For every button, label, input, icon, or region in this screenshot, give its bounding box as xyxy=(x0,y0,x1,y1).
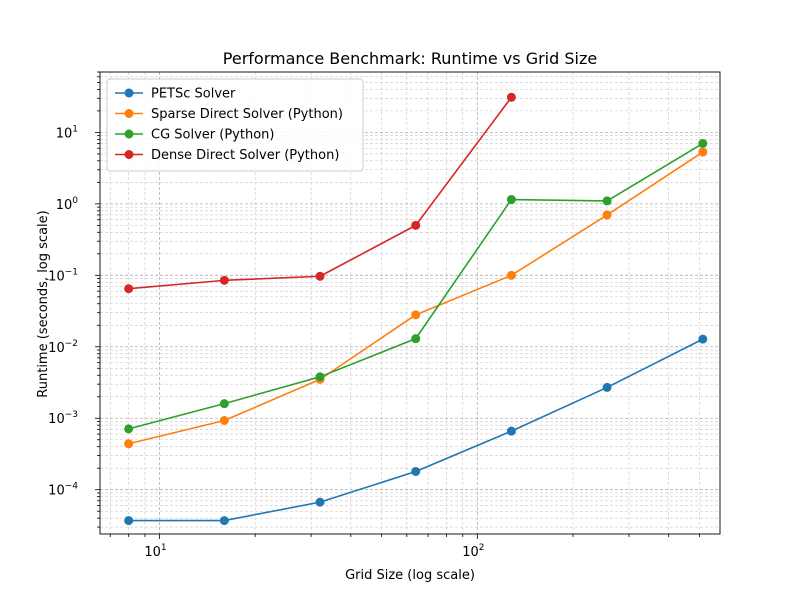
y-axis-label: Runtime (seconds, log scale) xyxy=(36,210,51,397)
plot-frame xyxy=(99,71,721,535)
legend-box xyxy=(106,78,364,172)
series-group xyxy=(124,92,708,526)
data-point xyxy=(219,275,229,285)
data-point xyxy=(411,466,421,476)
legend-marker xyxy=(124,150,134,159)
series-line xyxy=(128,338,704,522)
data-point xyxy=(315,497,325,507)
data-point xyxy=(124,284,134,294)
data-point xyxy=(506,195,516,205)
y-tick-label: 101 xyxy=(56,124,78,141)
data-point xyxy=(411,310,421,320)
y-tick-label: 10−1 xyxy=(48,267,78,284)
data-point xyxy=(602,382,612,392)
data-point xyxy=(506,426,516,436)
data-point xyxy=(124,424,134,434)
data-point xyxy=(124,439,134,449)
data-point xyxy=(698,138,708,148)
data-point xyxy=(124,516,134,526)
legend-label: CG Solver (Python) xyxy=(151,128,274,143)
x-tick-label: 101 xyxy=(144,543,166,560)
data-point xyxy=(698,147,708,157)
data-point xyxy=(219,516,229,526)
x-axis-label: Grid Size (log scale) xyxy=(345,568,475,583)
data-point xyxy=(219,399,229,409)
y-tick-label: 10−2 xyxy=(48,339,78,356)
legend-marker xyxy=(124,129,134,139)
data-point xyxy=(411,334,421,344)
data-point xyxy=(315,372,325,382)
legend-label: PETSc Solver xyxy=(151,87,236,102)
data-point xyxy=(506,270,516,280)
data-point xyxy=(602,196,612,206)
ticks xyxy=(95,71,700,539)
legend: PETSc Solver Sparse Direct Solver (Python… xyxy=(106,78,364,172)
data-point xyxy=(219,415,229,425)
y-tick-label: 100 xyxy=(56,196,79,213)
legend-label: Dense Direct Solver (Python) xyxy=(151,148,339,163)
x-tick-label: 102 xyxy=(462,543,484,560)
data-point xyxy=(698,334,708,344)
legend-marker xyxy=(124,88,134,98)
data-point xyxy=(411,220,421,230)
data-point xyxy=(315,271,325,281)
data-point xyxy=(506,92,516,102)
y-tick-label: 10−4 xyxy=(48,482,78,499)
chart-title: Performance Benchmark: Runtime vs Grid S… xyxy=(223,49,597,68)
legend-label: Sparse Direct Solver (Python) xyxy=(151,107,343,122)
legend-marker xyxy=(124,109,134,118)
data-point xyxy=(602,210,612,220)
y-tick-label: 10−3 xyxy=(48,410,78,427)
